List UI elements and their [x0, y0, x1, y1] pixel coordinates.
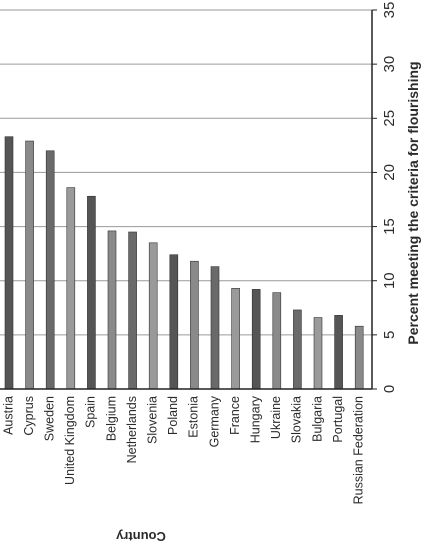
x-axis-title: Country — [115, 529, 166, 544]
category-label: Estonia — [187, 396, 201, 438]
category-label: Portugal — [331, 396, 345, 443]
tick-label: 15 — [381, 218, 398, 235]
bar — [190, 260, 199, 390]
tick-label: 35 — [381, 2, 398, 19]
category-label: Poland — [166, 396, 180, 435]
category-label: Hungary — [248, 395, 262, 443]
y-axis-title: Percent meeting the criteria for flouris… — [405, 61, 421, 344]
bar — [231, 287, 240, 390]
bar — [128, 231, 137, 390]
bar — [4, 136, 14, 390]
category-label: Slovakia — [290, 396, 304, 443]
bar — [169, 254, 179, 390]
category-label: France — [228, 396, 242, 435]
bar — [148, 242, 158, 390]
category-label: Spain — [84, 396, 98, 428]
tick-label: 20 — [381, 164, 398, 181]
category-label: Sweden — [42, 396, 56, 441]
bar — [210, 266, 220, 390]
bar — [87, 195, 96, 390]
value-ticks: 0 5 10 15 20 25 30 35 — [372, 2, 398, 393]
category-labels: Austria Cyprus Sweden United Kingdom Spain Be… — [1, 395, 365, 504]
category-label: Austria — [1, 396, 15, 435]
bar — [45, 150, 55, 390]
category-label: Netherlands — [125, 396, 139, 463]
category-label: Germany — [207, 395, 221, 447]
bar — [334, 315, 343, 390]
bar — [293, 309, 302, 390]
bars — [4, 136, 364, 390]
category-label: Belgium — [104, 396, 118, 441]
bar — [25, 140, 34, 390]
tick-label: 30 — [381, 56, 398, 73]
bar — [107, 230, 117, 390]
bar — [354, 325, 364, 390]
category-label: Russian Federation — [351, 396, 365, 504]
bar — [313, 317, 323, 390]
tick-label: 10 — [381, 272, 398, 289]
category-label: Ukraine — [269, 396, 283, 439]
category-label: Slovenia — [145, 396, 159, 444]
category-label: Cyprus — [22, 396, 36, 436]
bar — [272, 292, 282, 390]
category-label: Bulgaria — [310, 396, 324, 442]
category-label: United Kingdom — [63, 396, 77, 485]
bar — [251, 289, 261, 390]
gridlines — [0, 9, 372, 336]
tick-label: 5 — [381, 331, 398, 339]
bar — [66, 187, 76, 390]
tick-label: 25 — [381, 110, 398, 127]
tick-label: 0 — [381, 385, 398, 393]
